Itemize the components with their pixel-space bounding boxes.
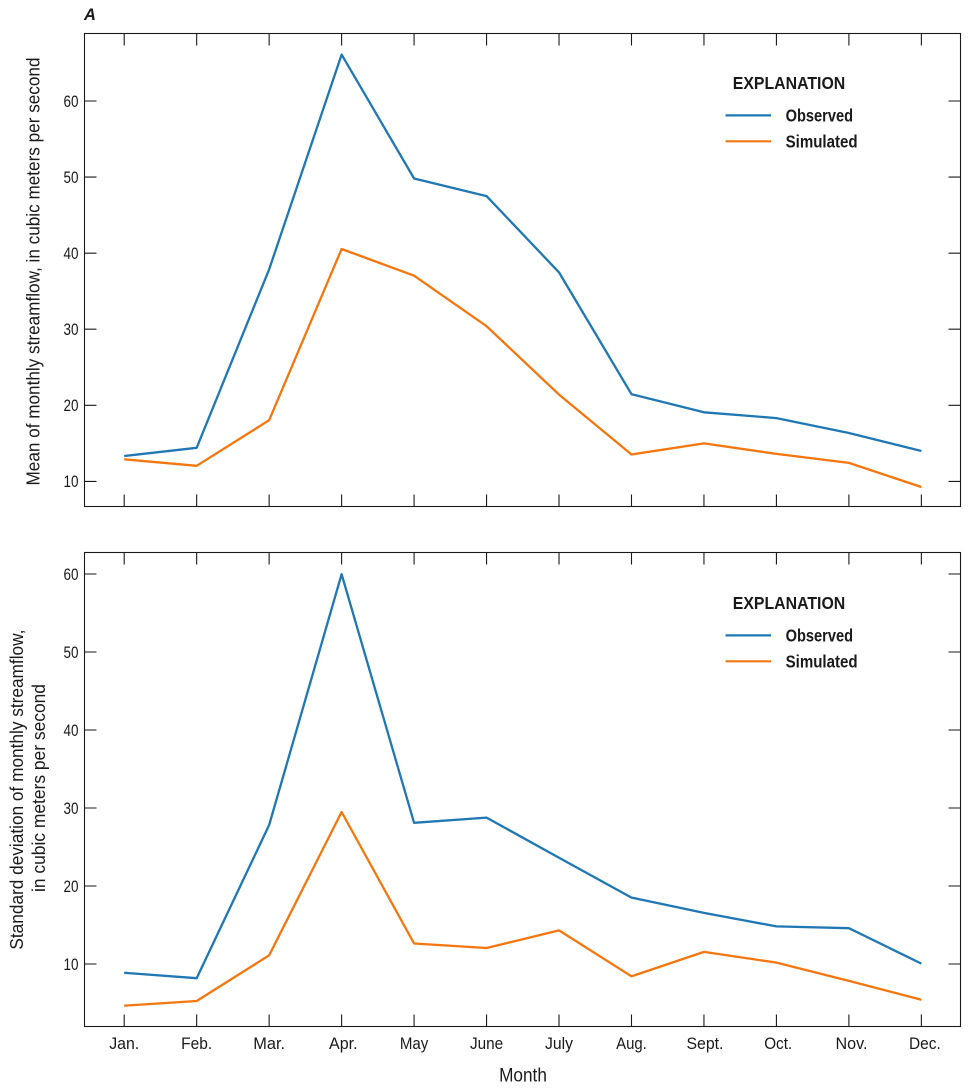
svg-text:10: 10 <box>64 956 79 974</box>
svg-text:30: 30 <box>64 321 79 339</box>
svg-text:May: May <box>400 1035 429 1053</box>
svg-text:Month: Month <box>499 1066 547 1087</box>
svg-text:Nov.: Nov. <box>836 1035 868 1053</box>
svg-text:Aug.: Aug. <box>616 1035 647 1053</box>
svg-text:Sept.: Sept. <box>686 1035 723 1053</box>
svg-text:Jan.: Jan. <box>109 1035 139 1053</box>
svg-text:Dec.: Dec. <box>909 1035 941 1053</box>
svg-text:50: 50 <box>64 644 79 662</box>
svg-text:30: 30 <box>64 800 79 818</box>
svg-text:in cubic meters per second: in cubic meters per second <box>28 684 49 892</box>
svg-text:Simulated: Simulated <box>786 652 858 672</box>
svg-text:10: 10 <box>64 473 79 491</box>
svg-text:60: 60 <box>64 566 79 584</box>
svg-text:A: A <box>83 6 96 24</box>
svg-text:Observed: Observed <box>786 106 854 126</box>
svg-text:Oct.: Oct. <box>764 1035 792 1053</box>
svg-text:40: 40 <box>64 245 79 263</box>
svg-text:20: 20 <box>64 397 79 415</box>
svg-text:July: July <box>545 1035 574 1053</box>
svg-text:EXPLANATION: EXPLANATION <box>733 593 846 613</box>
svg-text:Mar.: Mar. <box>253 1035 285 1053</box>
svg-text:60: 60 <box>64 93 79 111</box>
svg-text:Simulated: Simulated <box>786 132 858 152</box>
svg-text:Feb.: Feb. <box>181 1035 212 1053</box>
svg-text:Mean of monthly streamflow, in: Mean of monthly streamflow, in cubic met… <box>22 58 43 486</box>
svg-text:20: 20 <box>64 878 79 896</box>
svg-text:40: 40 <box>64 722 79 740</box>
svg-text:50: 50 <box>64 169 79 187</box>
svg-text:Standard deviation of monthly: Standard deviation of monthly streamflow… <box>6 630 27 950</box>
svg-text:Apr.: Apr. <box>329 1035 358 1053</box>
svg-text:Observed: Observed <box>786 626 854 646</box>
svg-text:June: June <box>470 1035 503 1053</box>
svg-text:EXPLANATION: EXPLANATION <box>733 73 846 93</box>
